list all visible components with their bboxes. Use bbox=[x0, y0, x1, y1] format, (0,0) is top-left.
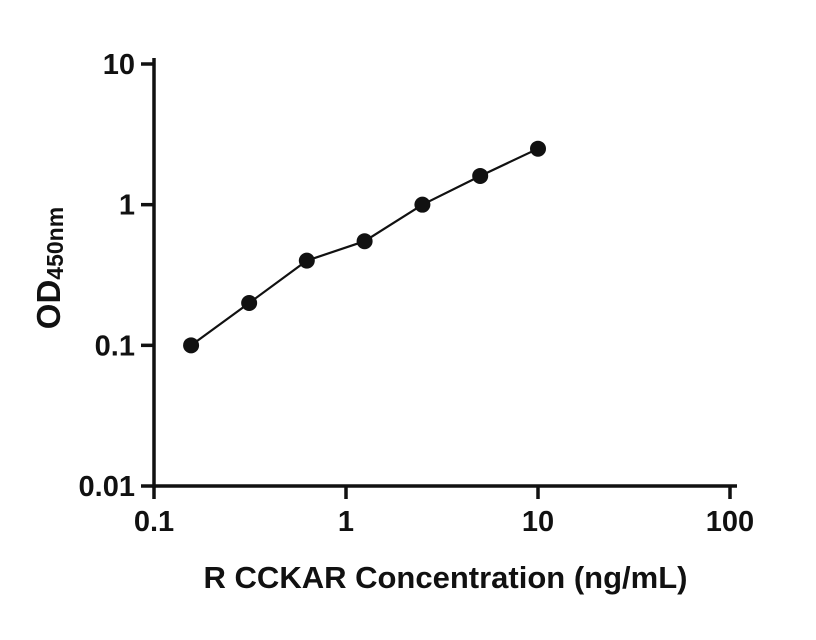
x-tick-label: 10 bbox=[522, 506, 554, 538]
y-tick-label: 1 bbox=[119, 190, 135, 222]
data-point bbox=[472, 167, 489, 184]
data-point bbox=[356, 233, 373, 250]
data-point bbox=[298, 252, 315, 269]
y-axis-title: OD 450nm bbox=[30, 118, 74, 418]
x-tick-label: 0.1 bbox=[134, 506, 174, 538]
y-tick-label: 0.01 bbox=[79, 471, 135, 503]
y-tick-label: 10 bbox=[103, 49, 135, 81]
x-tick-label: 100 bbox=[706, 506, 754, 538]
x-tick-label: 1 bbox=[338, 506, 354, 538]
x-axis-title: R CCKAR Concentration (ng/mL) bbox=[203, 560, 688, 595]
data-point bbox=[530, 140, 546, 157]
y-axis-title-main: OD bbox=[30, 279, 67, 330]
data-point bbox=[241, 294, 258, 311]
data-point bbox=[183, 337, 200, 354]
y-tick-label: 0.1 bbox=[95, 330, 135, 362]
y-axis-title-subscript: 450nm bbox=[42, 206, 68, 280]
data-point bbox=[414, 196, 431, 213]
